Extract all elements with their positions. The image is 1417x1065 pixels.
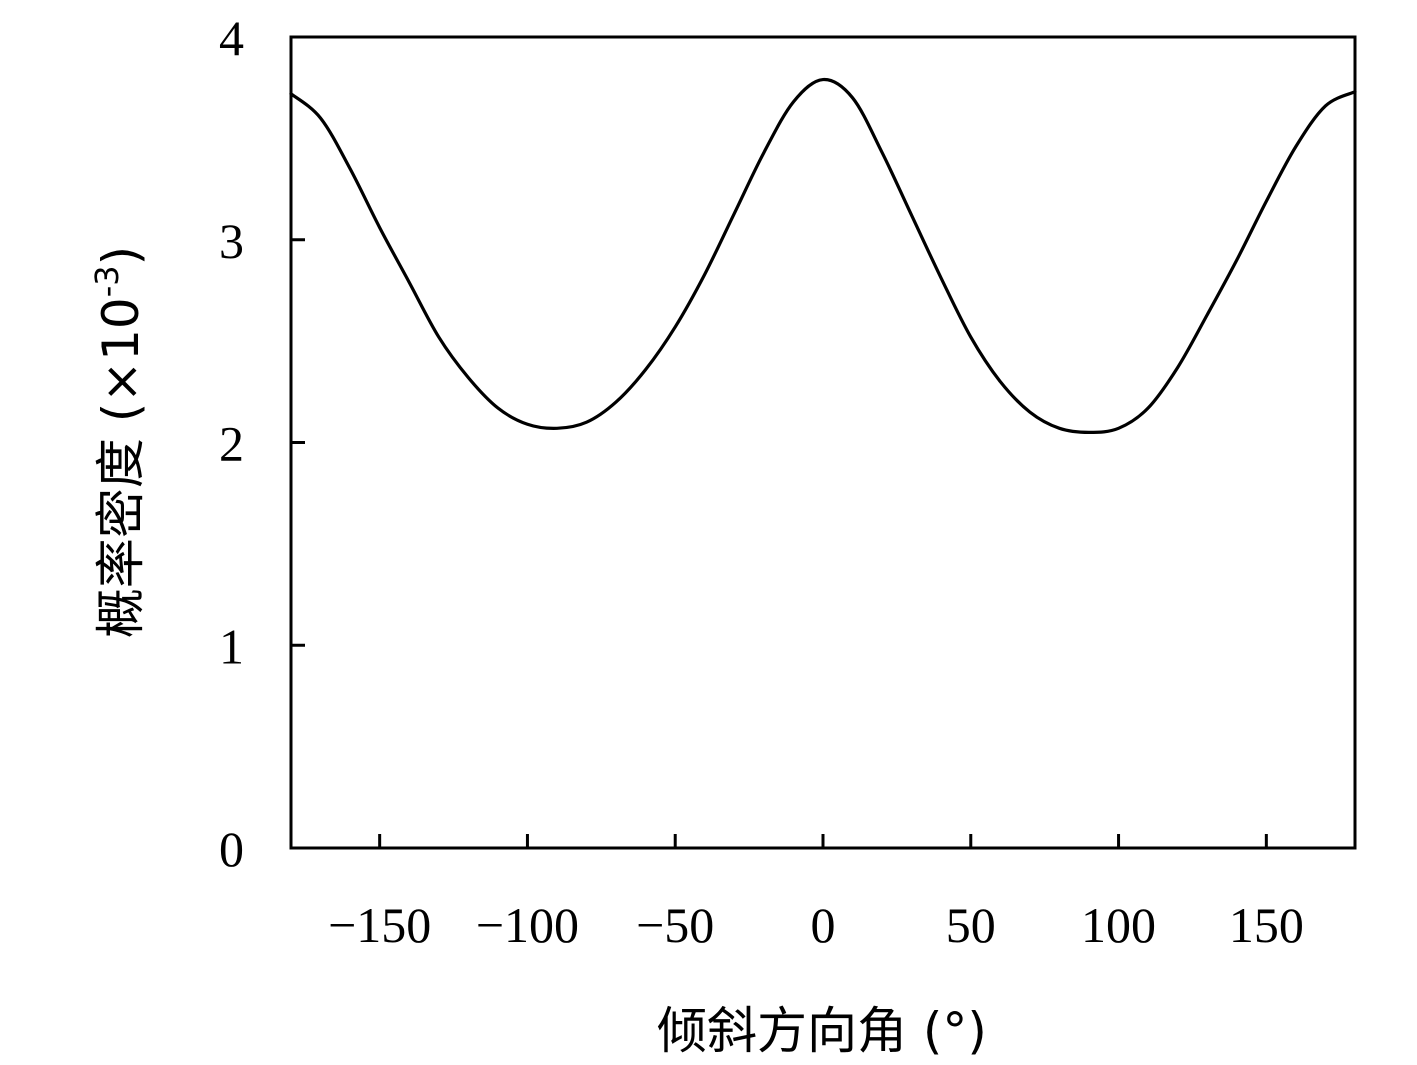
x-axis-ticks	[378, 834, 1268, 848]
plot-frame	[289, 35, 1357, 850]
y-tick-label: 4	[219, 10, 244, 66]
x-tick-label: 0	[811, 897, 836, 953]
y-axis-title-main: 概率密度 (×10	[92, 297, 150, 638]
x-tick-label: −100	[476, 897, 579, 953]
x-axis-title: 倾斜方向角 (°)	[657, 1002, 987, 1060]
y-tick-label: 3	[219, 213, 244, 269]
x-axis-tick-labels: −150 −100 −50 0 50 100 150	[328, 897, 1304, 953]
y-axis-tick-labels: 0 1 2 3 4	[219, 10, 244, 877]
y-tick-label: 0	[219, 821, 244, 877]
x-tick-label: −50	[636, 897, 714, 953]
y-axis-title-exponent: -3	[88, 265, 126, 297]
series-line	[289, 77, 1357, 434]
y-axis-title: 概率密度 (×10-3)	[88, 246, 150, 638]
x-tick-label: 50	[946, 897, 996, 953]
x-tick-label: −150	[328, 897, 431, 953]
x-tick-label: 150	[1229, 897, 1304, 953]
y-axis-title-group: 概率密度 (×10-3)	[88, 246, 150, 638]
x-tick-label: 100	[1081, 897, 1156, 953]
y-tick-label: 2	[219, 416, 244, 472]
y-axis-title-close: )	[92, 246, 150, 266]
y-tick-label: 1	[219, 618, 244, 674]
y-axis-ticks	[291, 35, 305, 850]
